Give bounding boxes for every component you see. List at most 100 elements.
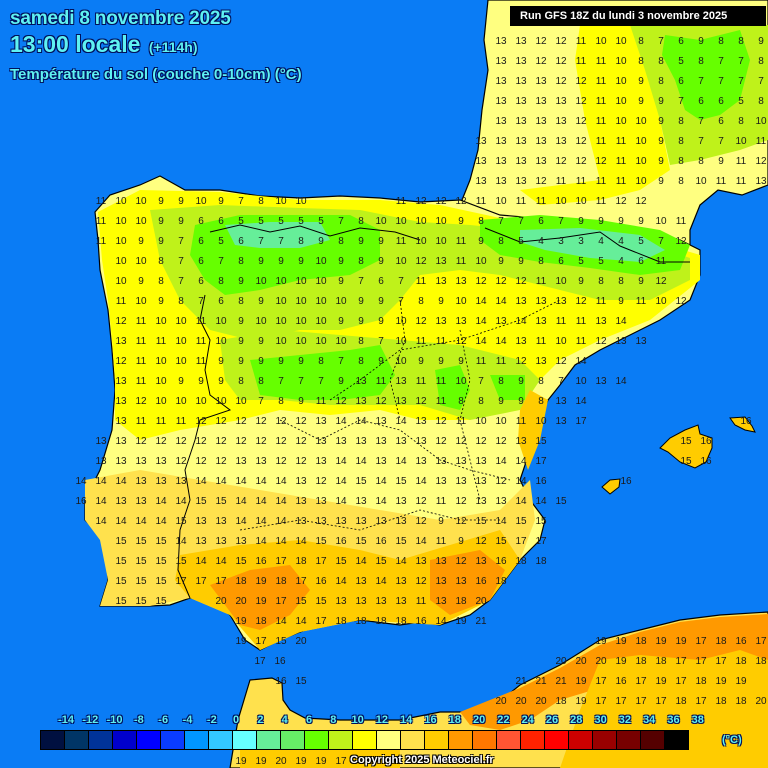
grid-value: 12 bbox=[555, 56, 567, 67]
grid-value: 14 bbox=[375, 476, 387, 487]
grid-value: 10 bbox=[195, 396, 207, 407]
legend-swatch bbox=[256, 730, 281, 750]
grid-value: 12 bbox=[415, 576, 427, 587]
grid-value: 9 bbox=[658, 176, 664, 187]
grid-value: 10 bbox=[215, 396, 227, 407]
grid-value: 9 bbox=[198, 376, 204, 387]
grid-value: 13 bbox=[435, 476, 447, 487]
grid-value: 14 bbox=[335, 576, 347, 587]
grid-value: 7 bbox=[298, 376, 304, 387]
grid-value: 12 bbox=[175, 436, 187, 447]
grid-value: 13 bbox=[355, 396, 367, 407]
grid-value: 8 bbox=[258, 196, 264, 207]
grid-value: 14 bbox=[475, 336, 487, 347]
grid-value: 13 bbox=[495, 136, 507, 147]
grid-value: 13 bbox=[515, 176, 527, 187]
grid-value: 7 bbox=[718, 76, 724, 87]
grid-value: 9 bbox=[258, 256, 264, 267]
grid-value: 20 bbox=[295, 636, 307, 647]
grid-value: 14 bbox=[195, 556, 207, 567]
grid-value: 11 bbox=[435, 336, 447, 347]
grid-value: 10 bbox=[315, 276, 327, 287]
grid-value: 16 bbox=[275, 676, 287, 687]
grid-value: 14 bbox=[235, 476, 247, 487]
grid-value: 6 bbox=[558, 256, 564, 267]
grid-value: 7 bbox=[478, 376, 484, 387]
legend-swatch bbox=[448, 730, 473, 750]
grid-value: 13 bbox=[535, 116, 547, 127]
grid-value: 19 bbox=[595, 636, 607, 647]
grid-value: 13 bbox=[155, 456, 167, 467]
grid-value: 13 bbox=[535, 96, 547, 107]
grid-value: 10 bbox=[295, 276, 307, 287]
grid-value: 13 bbox=[435, 596, 447, 607]
grid-value: 11 bbox=[95, 236, 107, 247]
grid-value: 11 bbox=[655, 256, 667, 267]
grid-value: 8 bbox=[758, 56, 764, 67]
grid-value: 9 bbox=[158, 216, 164, 227]
grid-value: 13 bbox=[515, 56, 527, 67]
grid-value: 13 bbox=[595, 316, 607, 327]
grid-value: 12 bbox=[455, 516, 467, 527]
grid-value: 18 bbox=[515, 556, 527, 567]
grid-value: 13 bbox=[495, 56, 507, 67]
grid-value: 6 bbox=[378, 276, 384, 287]
grid-value: 9 bbox=[518, 396, 524, 407]
forecast-date: samedi 8 novembre 2025 bbox=[10, 8, 231, 29]
grid-value: 7 bbox=[178, 276, 184, 287]
grid-value: 7 bbox=[338, 356, 344, 367]
grid-value: 13 bbox=[295, 476, 307, 487]
grid-value: 13 bbox=[215, 516, 227, 527]
legend-swatch bbox=[136, 730, 161, 750]
grid-value: 8 bbox=[278, 396, 284, 407]
grid-value: 9 bbox=[358, 236, 364, 247]
grid-value: 10 bbox=[695, 176, 707, 187]
grid-value: 6 bbox=[718, 116, 724, 127]
grid-value: 7 bbox=[238, 196, 244, 207]
grid-value: 8 bbox=[698, 56, 704, 67]
legend-tick-label: 6 bbox=[305, 714, 313, 726]
grid-value: 9 bbox=[358, 296, 364, 307]
grid-value: 15 bbox=[155, 596, 167, 607]
grid-value: 10 bbox=[655, 296, 667, 307]
grid-value: 12 bbox=[195, 416, 207, 427]
grid-value: 15 bbox=[315, 596, 327, 607]
grid-value: 15 bbox=[335, 556, 347, 567]
grid-value: 8 bbox=[458, 396, 464, 407]
grid-value: 13 bbox=[395, 396, 407, 407]
grid-value: 14 bbox=[395, 456, 407, 467]
grid-value: 18 bbox=[755, 656, 767, 667]
grid-value: 19 bbox=[235, 636, 247, 647]
grid-value: 15 bbox=[395, 476, 407, 487]
grid-value: 15 bbox=[395, 536, 407, 547]
grid-value: 9 bbox=[618, 296, 624, 307]
grid-value: 10 bbox=[755, 116, 767, 127]
grid-value: 18 bbox=[335, 616, 347, 627]
grid-value: 13 bbox=[555, 296, 567, 307]
grid-value: 9 bbox=[218, 376, 224, 387]
grid-value: 11 bbox=[135, 336, 147, 347]
grid-value: 10 bbox=[155, 376, 167, 387]
grid-value: 8 bbox=[538, 376, 544, 387]
grid-value: 10 bbox=[175, 396, 187, 407]
grid-value: 11 bbox=[615, 176, 627, 187]
grid-value: 13 bbox=[395, 496, 407, 507]
grid-value: 13 bbox=[415, 416, 427, 427]
grid-value: 5 bbox=[518, 236, 524, 247]
grid-value: 14 bbox=[275, 516, 287, 527]
grid-value: 16 bbox=[274, 656, 286, 667]
grid-value: 11 bbox=[475, 196, 487, 207]
grid-value: 12 bbox=[215, 456, 227, 467]
grid-value: 8 bbox=[498, 236, 504, 247]
grid-value: 14 bbox=[395, 556, 407, 567]
grid-value: 14 bbox=[255, 476, 267, 487]
grid-value: 9 bbox=[658, 156, 664, 167]
color-legend bbox=[40, 730, 689, 750]
grid-value: 13 bbox=[115, 376, 127, 387]
grid-value: 14 bbox=[235, 516, 247, 527]
grid-value: 5 bbox=[278, 216, 284, 227]
grid-value: 13 bbox=[375, 596, 387, 607]
grid-value: 20 bbox=[275, 756, 287, 767]
grid-value: 7 bbox=[558, 216, 564, 227]
grid-value: 18 bbox=[535, 556, 547, 567]
